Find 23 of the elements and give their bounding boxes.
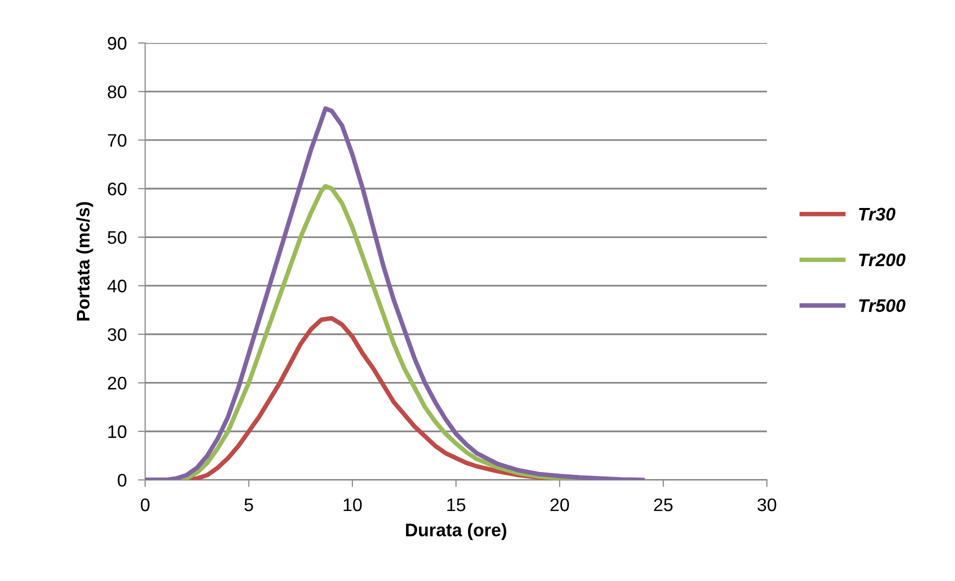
y-tick-label: 10 [108,425,126,438]
y-tick-label: 40 [107,280,126,292]
x-tick-label: 30 [758,498,776,512]
y-tick-label: 80 [108,85,126,98]
y-tick-label: 0 [118,474,126,487]
y-tick-label: 90 [108,36,126,50]
y-tick-label: 50 [108,231,126,244]
x-tick-label: 20 [550,498,569,512]
y-tick-label: 70 [108,134,126,147]
x-tick-label: 15 [447,498,466,512]
legend-label: Tr500 [859,299,906,312]
x-axis-title: Durata (ore) [406,523,506,540]
x-tick-label: 25 [654,498,673,512]
x-tick-label: 10 [344,498,362,512]
y-axis-title: Portata (mc/s) [76,202,94,320]
legend-label: Tr200 [859,254,906,266]
y-tick-label: 20 [108,376,126,390]
line-series [145,106,645,480]
x-tick-label: 0 [140,498,150,512]
legend-label: Tr30 [859,208,896,221]
y-tick-label: 30 [108,328,126,341]
x-tick-label: 5 [244,498,254,512]
y-tick-label: 60 [108,182,126,196]
